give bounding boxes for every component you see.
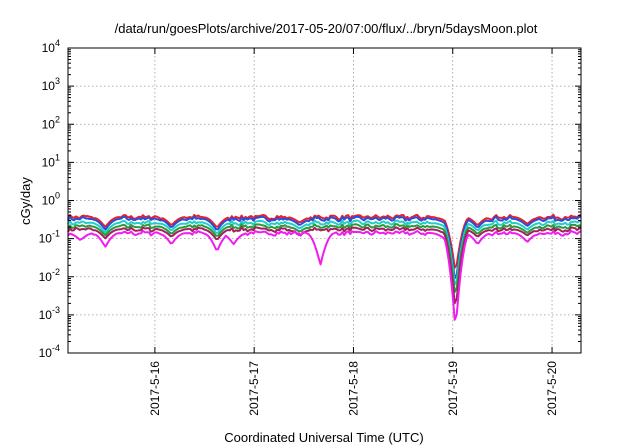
- series-line: [67, 215, 582, 280]
- y-tick-label: 10-3: [39, 305, 60, 322]
- y-tick-label: 10-2: [39, 267, 60, 284]
- y-tick-label: 101: [42, 152, 60, 169]
- plot-frame: [67, 47, 582, 354]
- x-tick-label: 2017-5-20: [545, 361, 559, 416]
- series-line: [67, 229, 582, 321]
- x-axis-label: Coordinated Universal Time (UTC): [224, 430, 423, 445]
- y-tick-label: 10-4: [39, 343, 60, 360]
- series-line: [67, 213, 582, 269]
- series-line: [67, 223, 582, 293]
- x-tick-label: 2017-5-18: [346, 361, 360, 416]
- y-axis-label: cGy/day: [18, 177, 33, 225]
- series-group: [67, 213, 582, 321]
- x-tick-label: 2017-5-16: [148, 361, 162, 416]
- x-tick-label: 2017-5-19: [446, 361, 460, 416]
- y-tick-label: 102: [42, 114, 60, 131]
- y-tick-label: 104: [42, 38, 60, 55]
- series-line: [67, 219, 582, 286]
- series-line: [67, 226, 582, 305]
- y-tick-labels: 10-4 10-3 10-2 10-1 100 101 102 103 104: [39, 38, 60, 360]
- y-tick-label: 100: [42, 191, 60, 208]
- x-tick-labels: 2017-5-16 2017-5-17 2017-5-18 2017-5-19 2017…: [148, 361, 559, 416]
- chart-title: /data/run/goesPlots/archive/2017-05-20/0…: [115, 21, 538, 36]
- y-tick-label: 10-1: [39, 229, 60, 246]
- y-tick-label: 103: [42, 76, 60, 93]
- grid-lines: [68, 48, 581, 353]
- x-tick-label: 2017-5-17: [247, 361, 261, 416]
